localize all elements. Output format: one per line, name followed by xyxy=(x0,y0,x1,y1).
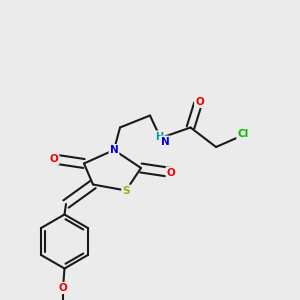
Text: O: O xyxy=(58,283,68,293)
Text: N: N xyxy=(160,136,169,147)
Text: O: O xyxy=(50,154,58,164)
Text: O: O xyxy=(167,167,176,178)
Text: Cl: Cl xyxy=(237,129,249,139)
Text: N: N xyxy=(110,145,118,155)
Text: S: S xyxy=(122,185,130,196)
Text: H: H xyxy=(155,131,163,142)
Text: O: O xyxy=(195,97,204,107)
